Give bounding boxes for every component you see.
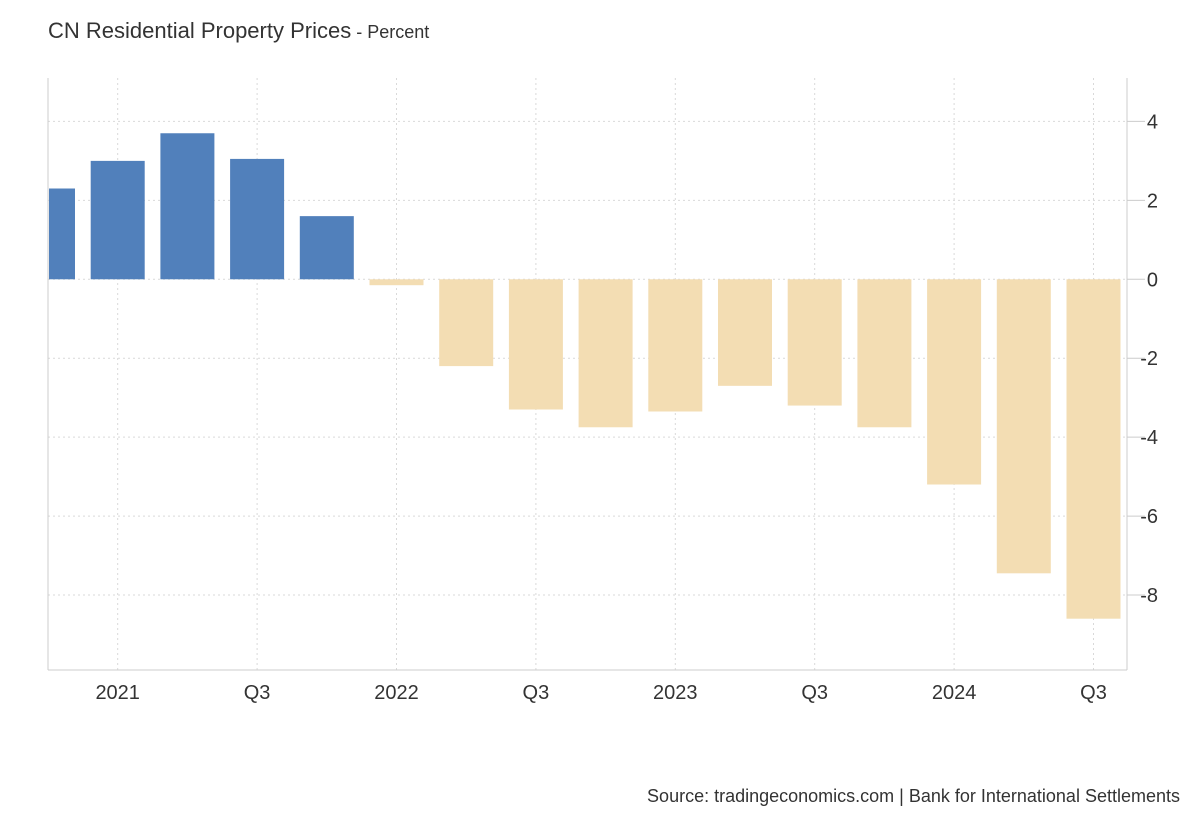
y-tick-label: -8: [1140, 585, 1158, 607]
bar: [160, 133, 215, 280]
x-tick-label: Q3: [244, 682, 271, 704]
bar: [299, 216, 354, 280]
y-tick-label: 2: [1147, 190, 1158, 212]
bar-chart: 4 2 0 -2 -4 -6 -8 2021 Q3 2022 Q3 2023 Q3 2024 Q3: [47, 78, 1158, 704]
bar: [718, 279, 772, 386]
bar: [857, 279, 912, 428]
bar: [1066, 279, 1121, 619]
bar: [49, 188, 75, 280]
bar: [90, 160, 145, 280]
y-tick-label: 4: [1147, 111, 1158, 133]
subtitle-separator: -: [351, 22, 368, 42]
bar: [230, 158, 285, 280]
bar: [648, 279, 703, 412]
x-tick-label: Q3: [801, 682, 828, 704]
chart-title: CN Residential Property Prices: [48, 18, 352, 43]
x-tick-label: 2023: [653, 682, 698, 704]
y-tick-label: -6: [1140, 506, 1158, 528]
x-tick-label: 2024: [932, 682, 977, 704]
x-tick-label: 2021: [95, 682, 140, 704]
chart-title-row: CN Residential Property Prices - Percent: [48, 18, 429, 44]
y-tick-label: -2: [1140, 348, 1158, 370]
bar: [927, 279, 982, 485]
bar: [787, 279, 842, 406]
x-tick-label: Q3: [1080, 682, 1107, 704]
bar: [996, 279, 1051, 574]
bar: [439, 279, 494, 367]
x-tick-label: Q3: [523, 682, 550, 704]
chart-subtitle: Percent: [367, 22, 430, 42]
bar: [508, 279, 563, 410]
y-tick-label: 0: [1147, 269, 1158, 291]
x-tick-label: 2022: [374, 682, 419, 704]
source-note: Source: tradingeconomics.com | Bank for …: [647, 786, 1180, 806]
bar: [369, 279, 424, 286]
y-tick-label: -4: [1140, 427, 1158, 449]
bar: [578, 279, 633, 428]
